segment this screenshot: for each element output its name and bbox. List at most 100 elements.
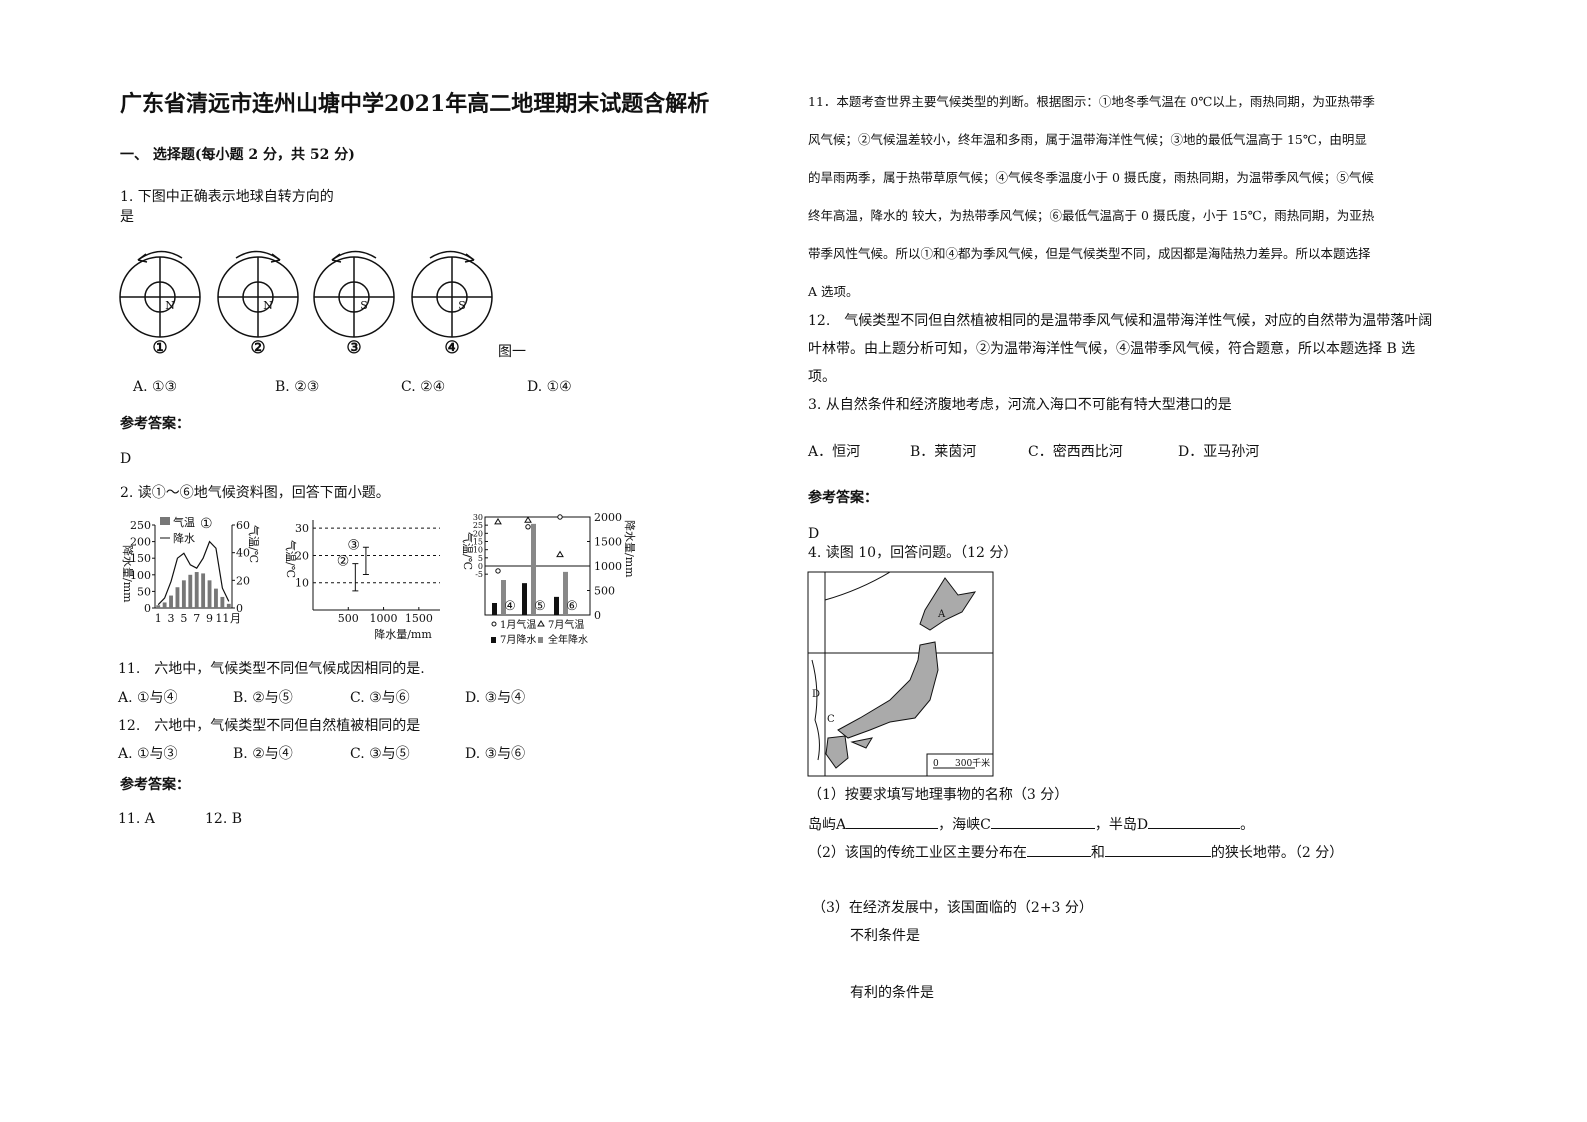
figure-label: ③ xyxy=(346,338,361,358)
figure-label: ① xyxy=(152,338,167,358)
explanation-line: 叶林带。由上题分析可知，②为温带海洋性气候，④温带季风气候，符合题意，所以本题选… xyxy=(808,341,1416,357)
option: B. ②与⑤ xyxy=(233,690,293,706)
legend-swatch xyxy=(537,620,545,627)
question-stem: 4. 读图 10，回答问题。（12 分） xyxy=(808,545,1018,561)
option: D. ①④ xyxy=(527,379,572,395)
legend-label: 7月气温 xyxy=(548,618,584,631)
legend-label: 气温 xyxy=(173,515,195,529)
y-tick-label: 30 xyxy=(295,522,309,535)
point xyxy=(494,517,502,525)
option: B．莱茵河 xyxy=(910,444,977,460)
text: （2）该国的传统工业区主要分布在 xyxy=(808,845,1027,861)
y-tick-label: 50 xyxy=(137,585,151,598)
y-axis-label: 气温/℃ xyxy=(284,540,298,578)
fill-line: 岛屿A ，海峡C ，半岛D 。 xyxy=(808,814,1254,835)
option: D．亚马孙河 xyxy=(1178,444,1260,460)
pole-label: S xyxy=(458,299,466,312)
option: C．密西西比河 xyxy=(1028,444,1123,460)
text: 。 xyxy=(1240,817,1255,833)
bar xyxy=(188,574,193,608)
y2-tick-label: 2000 xyxy=(594,511,622,524)
option: C. ③与⑥ xyxy=(350,690,410,706)
answer: D xyxy=(808,526,820,542)
chart-label: ① xyxy=(200,516,213,532)
legend-label: 全年降水 xyxy=(548,633,588,646)
section-heading: 一、 选择题(每小题 2 分，共 52 分) xyxy=(120,147,355,163)
y2-axis-label: 降水量/mm xyxy=(623,520,637,578)
legend-swatch xyxy=(160,517,170,525)
y-tick-label: -5 xyxy=(475,570,483,579)
legend-swatch xyxy=(491,637,496,643)
sub-question: （1）按要求填写地理事物的名称（3 分） xyxy=(808,787,1069,803)
x-unit: 月 xyxy=(230,612,241,625)
option: D. ③与④ xyxy=(465,690,526,706)
line-series xyxy=(157,540,230,606)
option: D. ③与⑥ xyxy=(465,746,526,762)
bar xyxy=(501,580,506,615)
answer-heading: 参考答案： xyxy=(120,777,190,793)
y-tick-label: 250 xyxy=(130,519,151,532)
option: A. ①与③ xyxy=(118,746,178,762)
question-stem: 3. 从自然条件和经济腹地考虑，河流入海口不可能有特大型港口的是 xyxy=(808,397,1232,413)
station-label: ⑥ xyxy=(566,599,578,614)
range-label: ② xyxy=(337,554,350,570)
range-bar xyxy=(362,546,369,576)
sub-question: （3）在经济发展中，该国面临的（2+3 分） xyxy=(812,900,1093,916)
answer: 12. B xyxy=(205,811,243,827)
blank xyxy=(1148,814,1241,829)
answer-heading: 参考答案： xyxy=(120,416,190,432)
blank xyxy=(846,814,939,829)
bar xyxy=(201,573,206,608)
blank xyxy=(1104,842,1211,857)
station-label: ⑤ xyxy=(534,599,546,614)
option: C. ②④ xyxy=(401,379,446,395)
explanation-line: 的旱雨两季，属于热带草原气候；④气候冬季温度小于 0 摄氏度，雨热同期，为温带季… xyxy=(808,170,1374,185)
point xyxy=(557,514,563,520)
x-tick-label: 500 xyxy=(338,612,359,625)
y-tick-label: 200 xyxy=(130,536,151,549)
explanation-line: 11．本题考查世界主要气候类型的判断。根据图示：①地冬季气温在 0℃以上，雨热同… xyxy=(808,94,1375,109)
text: ，海峡C xyxy=(938,817,991,833)
answer-line: 有利的条件是 xyxy=(850,985,934,1001)
legend-label: 降水 xyxy=(173,531,195,545)
y2-tick-label: 60 xyxy=(236,519,250,532)
question-stem: 2. 读①～⑥地气候资料图，回答下面小题。 xyxy=(120,485,390,501)
blank xyxy=(1026,842,1091,857)
y-tick-label: 20 xyxy=(295,549,309,562)
x-tick-label: 7 xyxy=(193,612,200,625)
point xyxy=(525,524,531,530)
question-stem: 是 xyxy=(120,209,134,225)
y-tick-label: 25 xyxy=(473,521,483,530)
bar xyxy=(563,571,568,615)
x-tick-label: 1 xyxy=(155,612,162,625)
y-tick-label: 10 xyxy=(295,577,309,590)
y-tick-label: 10 xyxy=(473,546,483,555)
answer: 11. A xyxy=(118,811,155,827)
bar xyxy=(169,595,173,608)
pole-label: S xyxy=(360,299,368,312)
option: C. ③与⑤ xyxy=(350,746,410,762)
bar xyxy=(194,572,199,608)
x-tick-label: 9 xyxy=(206,612,213,625)
explanation-line: 12. 气候类型不同但自然植被相同的是温带季风气候和温带海洋性气候，对应的自然带… xyxy=(808,313,1433,329)
station-label: ④ xyxy=(504,599,516,614)
y2-tick-label: 1000 xyxy=(594,560,622,573)
bar xyxy=(492,602,497,615)
explanation-line: 项。 xyxy=(808,369,836,385)
y-axis-label: 气温/℃ xyxy=(461,532,475,570)
text: 岛屿A xyxy=(808,817,847,833)
option: A．恒河 xyxy=(808,444,861,460)
bar xyxy=(207,580,212,608)
y2-tick-label: 0 xyxy=(594,609,601,622)
bar xyxy=(522,583,527,615)
question-stem: 11. 六地中，气候类型不同但气候成因相同的是. xyxy=(118,661,425,677)
scale-label: 0 xyxy=(933,759,939,769)
x-axis-label: 降水量/mm xyxy=(374,627,432,641)
y-tick-label: 0 xyxy=(144,602,151,615)
bar xyxy=(226,603,231,608)
blank xyxy=(990,814,1095,829)
question-stem: 12. 六地中，气候类型不同但自然植被相同的是 xyxy=(118,718,421,734)
y2-tick-label: 500 xyxy=(594,585,615,598)
map-label: A xyxy=(937,609,946,620)
